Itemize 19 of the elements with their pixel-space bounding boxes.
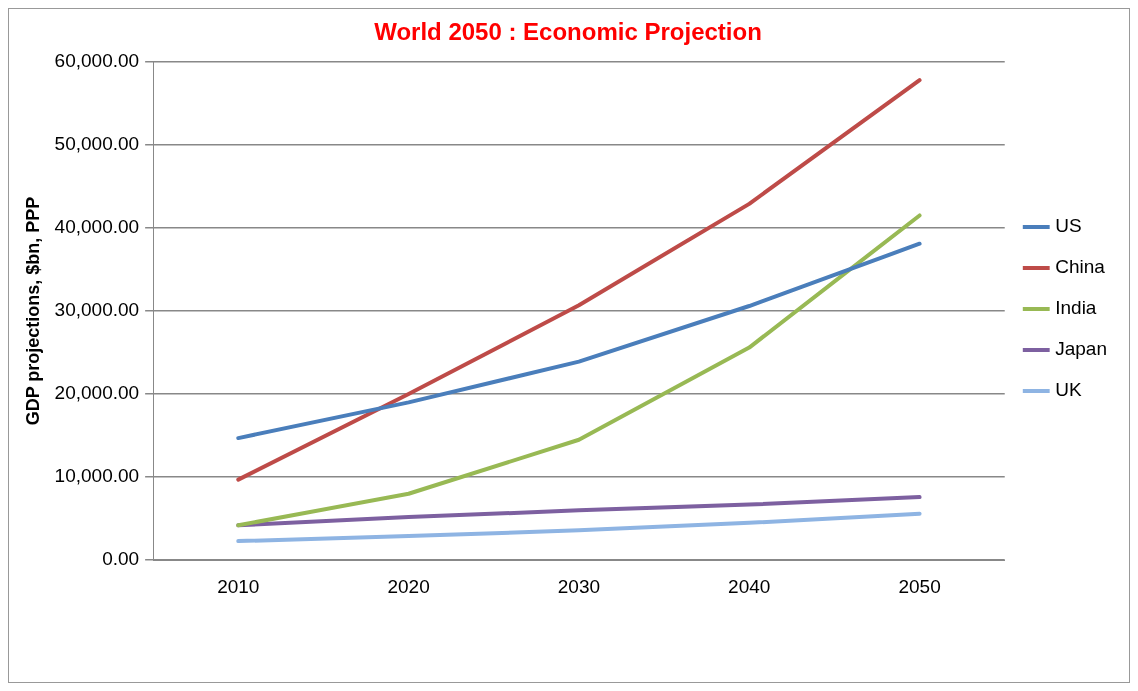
- y-tick-label: 10,000.00: [54, 465, 140, 487]
- legend-label: China: [1055, 256, 1106, 278]
- x-tick-label: 2020: [387, 575, 430, 597]
- y-tick-label: 40,000.00: [54, 216, 140, 238]
- x-tick-label: 2010: [217, 575, 260, 597]
- legend-label: India: [1055, 297, 1097, 319]
- y-tick-label: 30,000.00: [54, 299, 140, 321]
- x-tick-label: 2050: [898, 575, 941, 597]
- y-tick-label: 0.00: [102, 548, 140, 570]
- x-tick-label: 2030: [557, 575, 601, 597]
- x-tick-label: 2040: [728, 575, 771, 597]
- chart-title: World 2050 : Economic Projection: [374, 18, 762, 46]
- legend-label: US: [1055, 215, 1082, 237]
- y-axis-title: GDP projections, $bn, PPP: [22, 196, 43, 426]
- legend-label: Japan: [1055, 338, 1108, 360]
- y-tick-label: 20,000.00: [54, 382, 140, 404]
- y-tick-label: 60,000.00: [54, 50, 140, 72]
- y-tick-label: 50,000.00: [54, 133, 140, 155]
- legend-label: UK: [1055, 379, 1082, 401]
